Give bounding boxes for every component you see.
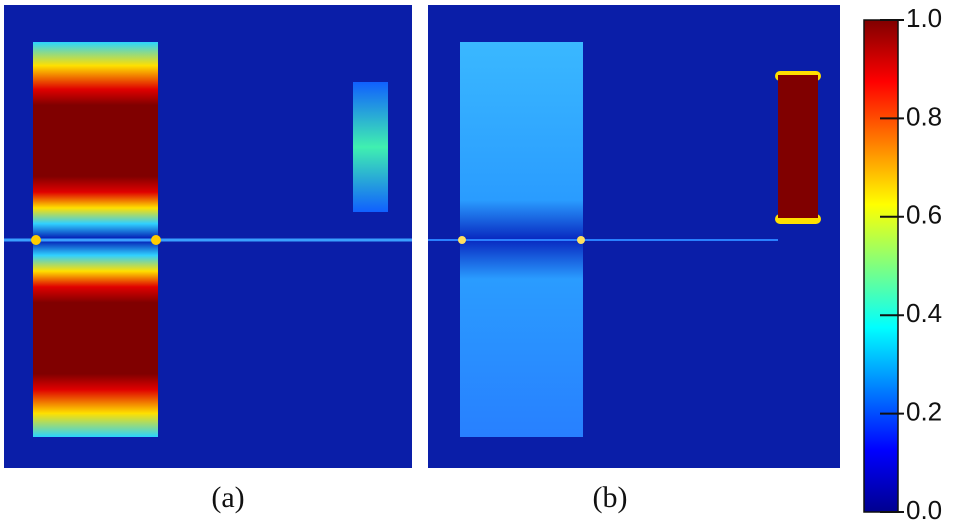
panel-b [428,5,840,468]
panel-label: (a) [211,481,244,514]
colorbar-tick-label: 1.0 [906,3,942,33]
colorbar-tick-label: 0.8 [906,101,942,131]
panel-a [4,5,412,468]
colorbar-tick-label: 0.6 [906,200,942,230]
colorbar-tick-label: 0.0 [906,495,942,525]
colorbar-tick-label: 0.4 [906,298,942,328]
panel-label: (b) [593,481,628,514]
colorbar [863,19,899,513]
colorbar-tick-label: 0.2 [906,396,942,426]
